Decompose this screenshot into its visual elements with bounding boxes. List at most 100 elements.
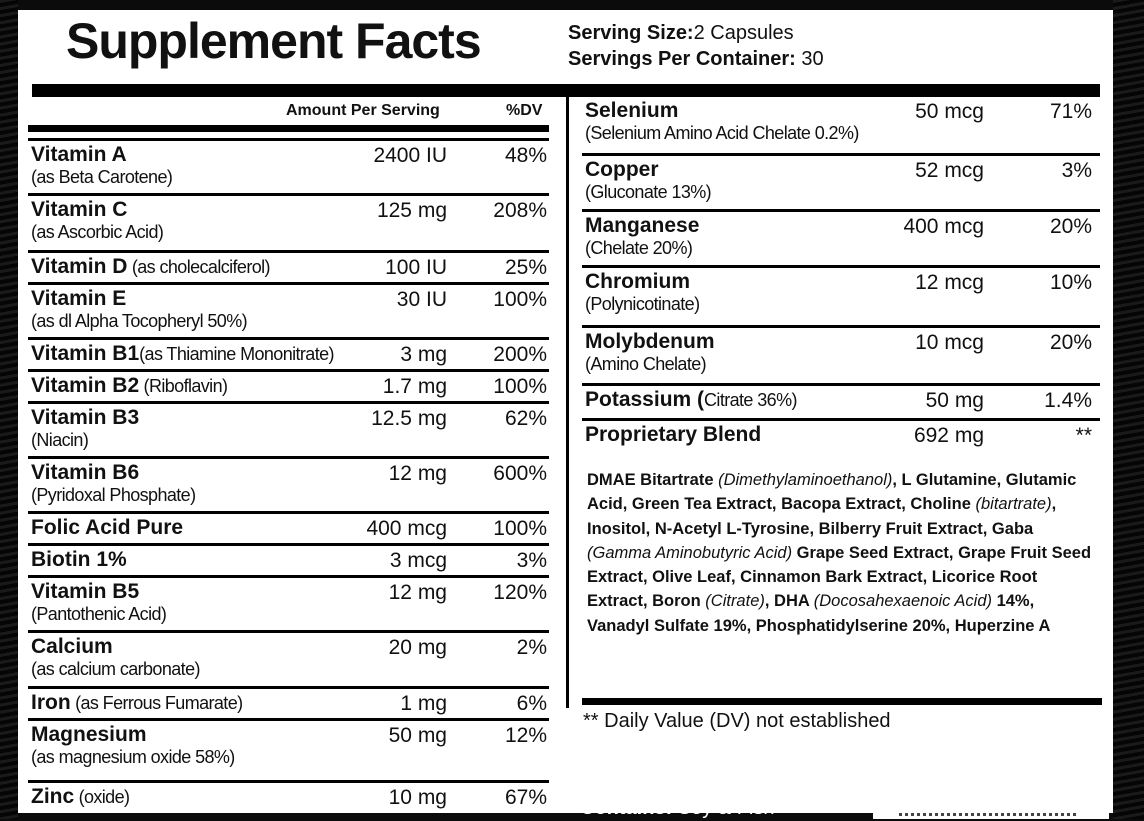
nutrient-form: (as Ascorbic Acid) [31, 222, 164, 242]
nutrient-name: Zinc (oxide) [31, 785, 130, 809]
nutrient-row: Proprietary Blend 692 mg ** [582, 418, 1100, 456]
inactive-text: Cellulose (Vegetable Capsule), Rice Flou… [580, 747, 1055, 794]
dv-footnote: ** Daily Value (DV) not established [583, 710, 891, 732]
nutrient-row: Vitamin B5 (Pantothenic Acid) 12 mg 120% [28, 575, 549, 630]
nutrient-amount: 10 mcg [915, 331, 984, 354]
dv-header: %DV [506, 102, 543, 119]
nutrient-name-text: Folic Acid Pure [31, 516, 184, 539]
nutrient-dv: 6% [516, 692, 547, 715]
nutrient-name-text: Chromium [585, 270, 690, 293]
nutrient-form-inline: (oxide) [74, 787, 130, 807]
amount-header: Amount Per Serving [286, 102, 440, 119]
nutrient-dv: 200% [493, 343, 547, 366]
nutrient-name-text: Proprietary Blend [585, 423, 762, 446]
nutrient-name: Folic Acid Pure [31, 516, 183, 540]
nutrient-form-inline: (as Ferrous Fumarate) [70, 693, 243, 713]
nutrient-dv: 100% [493, 375, 547, 398]
serving-info: Serving Size:2 Capsules Servings Per Con… [568, 20, 824, 72]
nutrient-name: Vitamin E [31, 287, 126, 311]
nutrient-dv: 2% [516, 636, 547, 659]
nutrient-name-text: Magnesium [31, 723, 147, 746]
nutrient-dv: 71% [1049, 100, 1092, 123]
nutrient-amount: 125 mg [376, 199, 447, 222]
blend-ingredient: 14%, Vanadyl Sulfate 19%, Phosphatidylse… [587, 592, 1051, 635]
nutrient-amount: 3 mg [400, 343, 447, 366]
nutrient-amount: 20 mg [388, 636, 447, 659]
nutrient-amount: 50 mcg [915, 100, 984, 123]
barcode-icon [899, 813, 1079, 816]
nutrient-form: (Polynicotinate) [585, 294, 700, 314]
serving-size-label: Serving Size: [568, 22, 694, 44]
nutrient-amount: 400 mcg [903, 215, 984, 238]
nutrient-dv: 3% [1061, 159, 1092, 182]
nutrient-form-inline: (Riboflavin) [139, 376, 228, 396]
label-panel [18, 10, 1113, 813]
top-divider-bar [32, 84, 1100, 97]
contains-text: Soy & Fish [672, 797, 775, 819]
nutrient-dv: 20% [1049, 215, 1092, 238]
nutrient-form-inline: (as Thiamine Mononitrate) [139, 344, 334, 364]
nutrient-name: Molybdenum [585, 330, 715, 354]
nutrient-amount: 1 mg [400, 692, 447, 715]
nutrient-name: Vitamin B6 [31, 461, 139, 485]
proprietary-blend-ingredients: DMAE Bitartrate (Dimethylaminoethanol), … [587, 468, 1097, 638]
nutrient-form: (as calcium carbonate) [31, 659, 200, 679]
nutrient-name: Iron (as Ferrous Fumarate) [31, 691, 243, 715]
inactive-ingredients: Inactive Ingredients: Cellulose (Vegetab… [580, 746, 1100, 821]
header-divider [28, 125, 549, 132]
nutrient-form: (Pantothenic Acid) [31, 604, 167, 624]
nutrient-dv: 208% [493, 199, 547, 222]
nutrient-name-text: Vitamin B1 [31, 342, 140, 365]
nutrient-row: Folic Acid Pure 400 mcg 100% [28, 511, 549, 543]
nutrient-dv: 20% [1049, 331, 1092, 354]
nutrient-form: (Selenium Amino Acid Chelate 0.2%) [585, 123, 859, 143]
blend-form: (Gamma Aminobutyric Acid) [587, 543, 793, 562]
nutrient-form: (Amino Chelate) [585, 354, 707, 374]
nutrient-form-inline: Citrate 36%) [704, 390, 797, 410]
nutrient-row: Chromium (Polynicotinate) 12 mcg 10% [582, 265, 1100, 325]
nutrient-name: Calcium [31, 635, 113, 659]
servings-per-container: Servings Per Container: 30 [568, 46, 824, 72]
nutrient-row: Vitamin D (as cholecalciferol) 100 IU 25% [28, 250, 549, 282]
nutrient-amount: 12 mg [388, 462, 447, 485]
nutrient-row: Vitamin B6 (Pyridoxal Phosphate) 12 mg 600% [28, 456, 549, 511]
nutrient-name: Vitamin A [31, 143, 127, 167]
nutrient-name: Vitamin C [31, 198, 127, 222]
nutrient-amount: 400 mcg [366, 517, 447, 540]
nutrient-row: Molybdenum (Amino Chelate) 10 mcg 20% [582, 325, 1100, 383]
nutrient-form: (as Beta Carotene) [31, 167, 173, 187]
nutrient-dv: 1.4% [1044, 389, 1092, 412]
nutrient-row: Biotin 1% 3 mcg 3% [28, 543, 549, 575]
nutrient-dv: 25% [504, 256, 547, 279]
nutrient-amount: 3 mcg [389, 549, 447, 572]
serving-size: Serving Size:2 Capsules [568, 20, 824, 46]
blend-ingredient: , L Glutamine, Glutamic Acid, Green Tea … [587, 471, 1077, 514]
blend-form: (Docosahexaenoic Acid) [813, 592, 992, 611]
bottom-divider-bar [582, 698, 1102, 705]
column-divider [566, 97, 569, 708]
nutrient-name: Copper [585, 158, 659, 182]
nutrient-name-text: Vitamin C [31, 198, 128, 221]
nutrient-row: Vitamin A (as Beta Carotene) 2400 IU 48% [28, 138, 549, 193]
servings-per-container-value: 30 [801, 48, 824, 70]
nutrient-dv: 100% [493, 288, 547, 311]
nutrient-name-text: Potassium ( [585, 388, 705, 411]
nutrient-amount: 12.5 mg [371, 407, 447, 430]
nutrient-row: Calcium (as calcium carbonate) 20 mg 2% [28, 630, 549, 686]
background-texture-left [0, 0, 18, 819]
nutrient-name-text: Selenium [585, 99, 679, 122]
blend-ingredient: DMAE Bitartrate [587, 471, 719, 489]
background-texture-right [1113, 0, 1144, 819]
serving-size-value: 2 Capsules [693, 22, 794, 44]
nutrient-name-text: Vitamin B3 [31, 406, 140, 429]
nutrient-amount: 12 mcg [915, 271, 984, 294]
nutrient-row: Zinc (oxide) 10 mg 67% [28, 780, 549, 812]
blend-form: (bitartrate) [975, 495, 1052, 514]
nutrient-amount: 100 IU [385, 256, 447, 279]
nutrient-row: Magnesium (as magnesium oxide 58%) 50 mg 12… [28, 718, 549, 780]
nutrient-name: Magnesium [31, 723, 147, 747]
nutrient-name: Potassium (Citrate 36%) [585, 388, 797, 412]
nutrient-row: Copper (Gluconate 13%) 52 mcg 3% [582, 153, 1100, 209]
nutrient-dv: 67% [504, 786, 547, 809]
blend-ingredient: , Inositol, N-Acetyl L-Tyrosine, Bilberr… [587, 495, 1057, 538]
